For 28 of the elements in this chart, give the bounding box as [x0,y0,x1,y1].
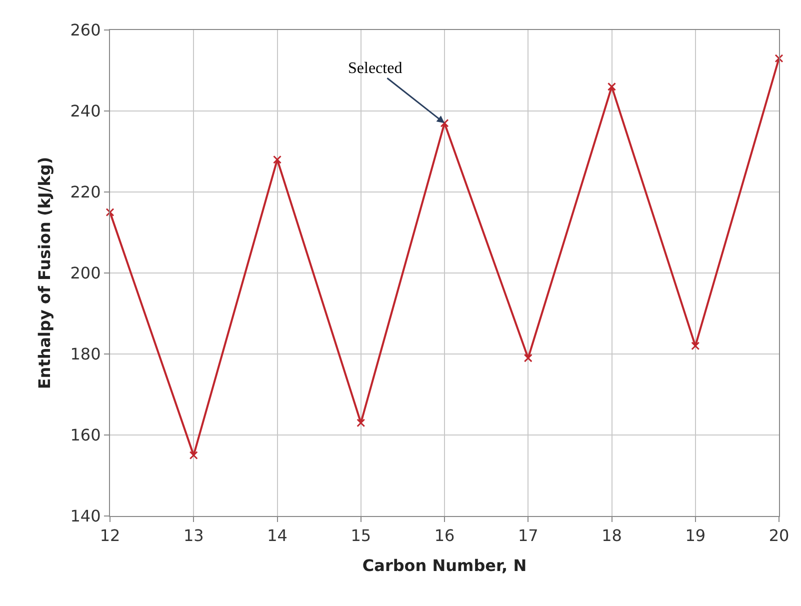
y-tick-label: 240 [70,102,101,121]
point [189,451,198,460]
y-tick-label: 180 [70,344,101,364]
x-tick-label: 17 [518,526,538,546]
point [106,208,114,216]
y-tick-label: 160 [70,426,101,445]
x-tick-label: 12 [100,526,120,546]
point [356,418,366,428]
x-tick-label: 14 [267,526,288,546]
point [608,82,616,91]
x-tick-label: 13 [183,526,204,546]
y-axis-title: Enthalpy of Fusion (kJ/kg) [35,156,54,390]
x-tick-label: 18 [602,526,622,546]
x-axis-title: Carbon Number, N [362,556,527,575]
point [524,354,532,362]
y-tick-label: 200 [70,264,101,283]
point [440,118,449,128]
y-tick-label: 140 [70,506,101,526]
x-tick-label: 16 [434,526,455,546]
point [774,54,784,63]
x-tick-label: 15 [350,526,372,546]
y-tick-label: 260 [70,20,101,40]
point [691,342,700,350]
y-tick-label: 220 [70,182,101,202]
annotation: Selected [348,60,402,77]
x-tick-label: 20 [768,526,790,546]
x-tick-label: 19 [685,526,706,546]
point [273,155,282,164]
